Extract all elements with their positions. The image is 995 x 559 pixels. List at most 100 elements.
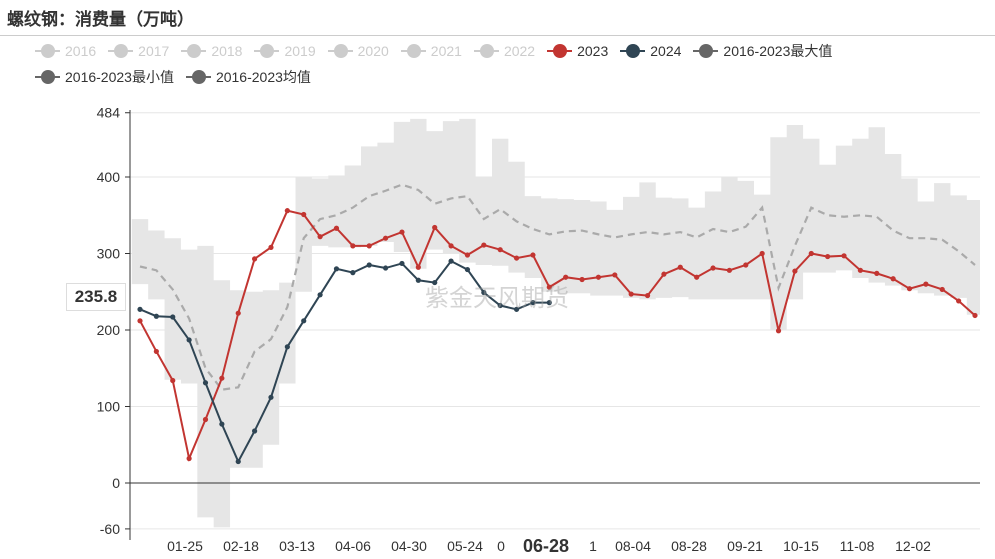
- point-2023: [579, 276, 585, 283]
- point-2024: [202, 380, 209, 386]
- legend-swatch-icon: [693, 44, 719, 58]
- series-lines: [137, 208, 978, 465]
- y-tick-label: -60: [100, 521, 120, 537]
- legend-item-2017[interactable]: 2017: [108, 43, 169, 59]
- point-2023: [644, 292, 651, 299]
- y-tick-label: 400: [97, 169, 121, 185]
- point-2023: [595, 274, 602, 280]
- point-2023: [415, 264, 421, 270]
- point-2024: [170, 314, 176, 320]
- point-2024: [497, 302, 503, 309]
- title-divider: [0, 35, 995, 36]
- point-2023: [694, 274, 700, 280]
- mean-line: [139, 183, 976, 391]
- point-2023: [252, 256, 258, 262]
- x-tick-label-partial: 0: [497, 538, 505, 554]
- legend-label: 2019: [284, 43, 316, 59]
- legend-label: 2016-2023最小值: [65, 69, 174, 85]
- point-2023: [874, 270, 880, 276]
- legend-swatch-icon: [108, 44, 134, 58]
- point-2023: [890, 276, 896, 282]
- legend-item-2016-2023均值[interactable]: 2016-2023均值: [185, 67, 311, 87]
- point-2023: [284, 208, 290, 214]
- legend-item-2024[interactable]: 2024: [620, 43, 681, 59]
- point-2023: [906, 286, 913, 292]
- point-2023: [202, 416, 209, 423]
- point-2023: [743, 262, 749, 268]
- point-2023: [710, 265, 716, 271]
- legend-item-2016-2023最小值[interactable]: 2016-2023最小值: [35, 67, 174, 87]
- legend: 2016 2017 2018 2019 2020 2021 2022 2023 2024 2016…: [35, 38, 985, 90]
- point-2023: [219, 375, 225, 381]
- point-2024: [252, 428, 258, 434]
- point-2024: [333, 266, 340, 272]
- watermark-text: 紫金天风期货: [425, 284, 569, 312]
- point-2024: [186, 337, 192, 343]
- point-2024: [153, 313, 159, 319]
- point-2023: [350, 243, 356, 249]
- point-2023: [382, 235, 389, 241]
- point-2023: [792, 268, 798, 274]
- y-tick-label: 300: [97, 246, 121, 262]
- y-tick-label: 484: [97, 105, 121, 121]
- legend-swatch-icon: [400, 44, 426, 58]
- legend-label: 2020: [357, 43, 389, 59]
- legend-swatch-icon: [35, 70, 60, 84]
- point-2023: [628, 291, 634, 297]
- point-2024: [415, 277, 421, 283]
- point-2023: [563, 274, 569, 280]
- series-2023: [137, 208, 978, 462]
- x-tick-label: 12-02: [895, 538, 931, 554]
- point-2023: [923, 281, 929, 287]
- point-2024: [481, 289, 487, 296]
- point-2023: [399, 229, 405, 235]
- legend-item-2021[interactable]: 2021: [400, 43, 462, 59]
- y-axis-pointer-label: 235.8: [66, 283, 126, 311]
- chart-title: 螺纹钢：消费量（万吨）: [7, 10, 194, 30]
- x-tick-label: 09-21: [727, 538, 763, 554]
- point-2023: [939, 286, 945, 293]
- point-2024: [219, 421, 225, 427]
- point-2024: [350, 270, 356, 276]
- legend-label: 2024: [650, 43, 682, 59]
- point-2023: [432, 224, 438, 231]
- legend-item-2016-2023最大值[interactable]: 2016-2023最大值: [693, 41, 832, 61]
- point-2023: [153, 348, 159, 355]
- point-2023: [726, 267, 733, 273]
- x-tick-label: 02-18: [223, 538, 259, 554]
- x-tick-label: 10-15: [783, 538, 819, 554]
- legend-item-2020[interactable]: 2020: [327, 43, 389, 59]
- legend-label: 2022: [503, 43, 536, 59]
- mean-dashed-line: [139, 183, 976, 391]
- point-2023: [841, 253, 847, 259]
- point-2023: [333, 225, 340, 231]
- legend-item-2023[interactable]: 2023: [547, 43, 608, 59]
- point-2023: [137, 318, 143, 324]
- point-2023: [972, 312, 978, 319]
- point-2023: [808, 250, 814, 257]
- point-2023: [464, 252, 471, 258]
- point-2024: [399, 260, 405, 267]
- legend-label: 2021: [430, 43, 462, 59]
- legend-item-2018[interactable]: 2018: [181, 43, 242, 59]
- point-2024: [301, 318, 307, 324]
- point-2023: [186, 455, 192, 462]
- point-2024: [464, 266, 471, 273]
- point-2024: [513, 306, 520, 312]
- point-2023: [775, 328, 782, 334]
- point-2023: [170, 377, 176, 384]
- legend-item-2016[interactable]: 2016: [35, 43, 96, 59]
- x-tick-label: 04-06: [335, 538, 371, 554]
- legend-item-2022[interactable]: 2022: [473, 43, 536, 59]
- x-axis-pointer-label: 06-28: [510, 534, 582, 558]
- x-tick-label: 11-08: [840, 538, 875, 554]
- point-2023: [497, 247, 503, 253]
- x-tick-label: 08-28: [671, 538, 707, 554]
- legend-item-2019[interactable]: 2019: [254, 43, 316, 59]
- point-2023: [956, 298, 962, 304]
- point-2024: [432, 279, 438, 286]
- point-2023: [759, 250, 765, 257]
- point-2024: [235, 458, 241, 465]
- point-2024: [546, 300, 552, 306]
